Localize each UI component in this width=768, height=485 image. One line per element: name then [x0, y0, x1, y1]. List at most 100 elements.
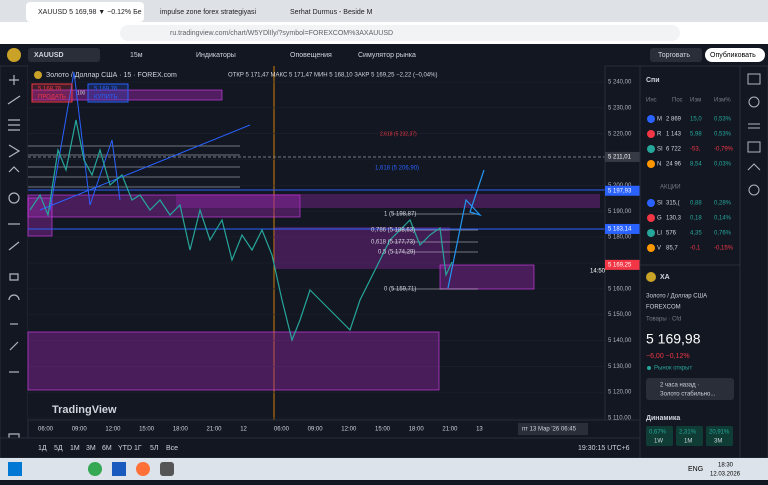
cell: -0,1 [690, 246, 701, 252]
news[interactable]: Золото стабильно... [660, 392, 716, 398]
price-tick-label: 5 130,00 [608, 364, 632, 370]
spread: 100 [77, 90, 86, 96]
publish-btn[interactable]: Опубликовать [710, 51, 756, 59]
price-tick-label: 5 220,00 [608, 131, 632, 137]
range-btn[interactable]: 1М [70, 445, 80, 452]
symbol[interactable]: XAUUSD [34, 52, 64, 59]
range-btn[interactable]: 5Л [150, 445, 159, 452]
perf-tile [676, 426, 703, 446]
cell: 2 869 [666, 117, 682, 123]
price-marker-label: 5 183,14 [608, 227, 632, 233]
fib-label: 0,5 (5 174,29) [378, 250, 415, 256]
cell[interactable]: N [657, 162, 661, 168]
time-label: 12:00 [105, 427, 121, 433]
sell[interactable]: ПРОДАТЬ [38, 95, 66, 101]
price-tick-label: 5 140,00 [608, 338, 632, 344]
interval[interactable]: 15м [130, 52, 143, 59]
detail-kind: Товары · Cfd [646, 317, 681, 323]
cell: 0,53% [714, 117, 732, 123]
time-label: 09:00 [72, 427, 88, 433]
icon [647, 115, 655, 123]
price-tick-label: 5 110,00 [608, 416, 632, 422]
range-btn[interactable]: Все [166, 445, 178, 452]
ohlc: ОТКР 5 171,47 МАКС 5 171,47 МИН 5 168,10… [228, 73, 437, 79]
sell-price[interactable]: 5 168,76 [38, 87, 62, 93]
url[interactable]: ru.tradingview.com/chart/W5YDlIly/?symbo… [170, 30, 393, 37]
cell: 0,76% [714, 231, 732, 237]
cell: 0,03% [714, 162, 732, 168]
range-btn[interactable]: YTD [118, 445, 132, 452]
cell: 1 143 [666, 132, 682, 138]
price-tick-label: 5 180,00 [608, 235, 632, 241]
tab[interactable]: XAUUSD 5 169,98 ▼ −0.12% Бе [38, 9, 142, 16]
range-btn[interactable]: 6М [102, 445, 112, 452]
price-marker [605, 151, 640, 162]
fib-label: 1 (5 198,87) [384, 212, 416, 218]
icon [647, 160, 655, 168]
time-label: 15:00 [139, 427, 155, 433]
cell[interactable]: R [657, 132, 662, 138]
cell[interactable]: SI [657, 201, 663, 207]
status: Рынок открыт [654, 366, 692, 372]
cell: -0,15% [714, 246, 734, 252]
detail-name: Золото / Доллар США [646, 294, 707, 300]
alerts[interactable]: Оповещения [290, 52, 332, 59]
tab[interactable]: impulse zone forex strategiyasi [160, 9, 257, 16]
cell: 0,18 [690, 216, 702, 222]
time-label: 21:00 [442, 427, 458, 433]
simulator[interactable]: Симулятор рынка [358, 52, 416, 59]
watchlist-title[interactable]: Спи [646, 77, 660, 84]
perf-tile [706, 426, 733, 446]
range-btn[interactable]: 3М [86, 445, 96, 452]
cell: 15,0 [690, 117, 702, 123]
icon [647, 130, 655, 138]
date: 12.03.2026 [710, 472, 741, 478]
trade-btn[interactable]: Торговать [658, 52, 690, 59]
col-header: Инс [646, 98, 657, 104]
price-tick-label: 5 160,00 [608, 286, 632, 292]
range-btn[interactable]: 1Г [134, 445, 142, 452]
perf-period: 1M [684, 439, 692, 445]
fib-label: 0,786 (5 188,63) [371, 228, 415, 234]
perf-title: Динамика [646, 415, 680, 422]
cell: 130,3 [666, 216, 682, 222]
price-tick-label: 5 150,00 [608, 312, 632, 318]
cell[interactable]: LI [657, 231, 662, 237]
cell: 4,35 [690, 231, 702, 237]
icon [647, 214, 655, 222]
buy-price[interactable]: 5 169,76 [94, 87, 118, 93]
fib-label: 1,618 (5 206,90) [375, 166, 419, 172]
price-marker-label: 5 211,01 [608, 155, 632, 161]
range-btn[interactable]: 5Д [54, 445, 63, 452]
cell[interactable]: G [657, 216, 662, 222]
fib-label: 0 (5 159,71) [384, 287, 416, 293]
news-time[interactable]: 2 часа назад · [660, 383, 699, 389]
indicators[interactable]: Индикаторы [196, 52, 236, 59]
time-label: 06:00 [38, 427, 54, 433]
icon [647, 244, 655, 252]
price-marker [605, 185, 640, 196]
tab[interactable]: Serhat Durmus - Beside M [290, 9, 373, 16]
time-label: 15:00 [375, 427, 391, 433]
cell: 6 722 [666, 147, 682, 153]
buy[interactable]: КУПИТЬ [94, 95, 118, 101]
price-marker-label: 5 169,25 [608, 262, 632, 268]
time: 18:30 [718, 463, 734, 469]
cell[interactable]: V [657, 246, 661, 252]
icon [647, 145, 655, 153]
detail-symbol: XA [660, 274, 670, 281]
cell: 24 96 [666, 162, 682, 168]
icon [647, 199, 655, 207]
range-btn[interactable]: 1Д [38, 445, 47, 452]
cell: 576 [666, 231, 677, 237]
cell[interactable]: M [657, 117, 662, 123]
section: АКЦИИ [660, 185, 681, 191]
time-label: 18:00 [173, 427, 189, 433]
cell: -0,79% [714, 147, 734, 153]
price-marker-label: 5 197,93 [608, 188, 632, 194]
perf-value: 0,67% [649, 430, 667, 436]
col-header: Изм [690, 98, 701, 104]
cell[interactable]: SI [657, 147, 663, 153]
time-label: 12:00 [341, 427, 357, 433]
